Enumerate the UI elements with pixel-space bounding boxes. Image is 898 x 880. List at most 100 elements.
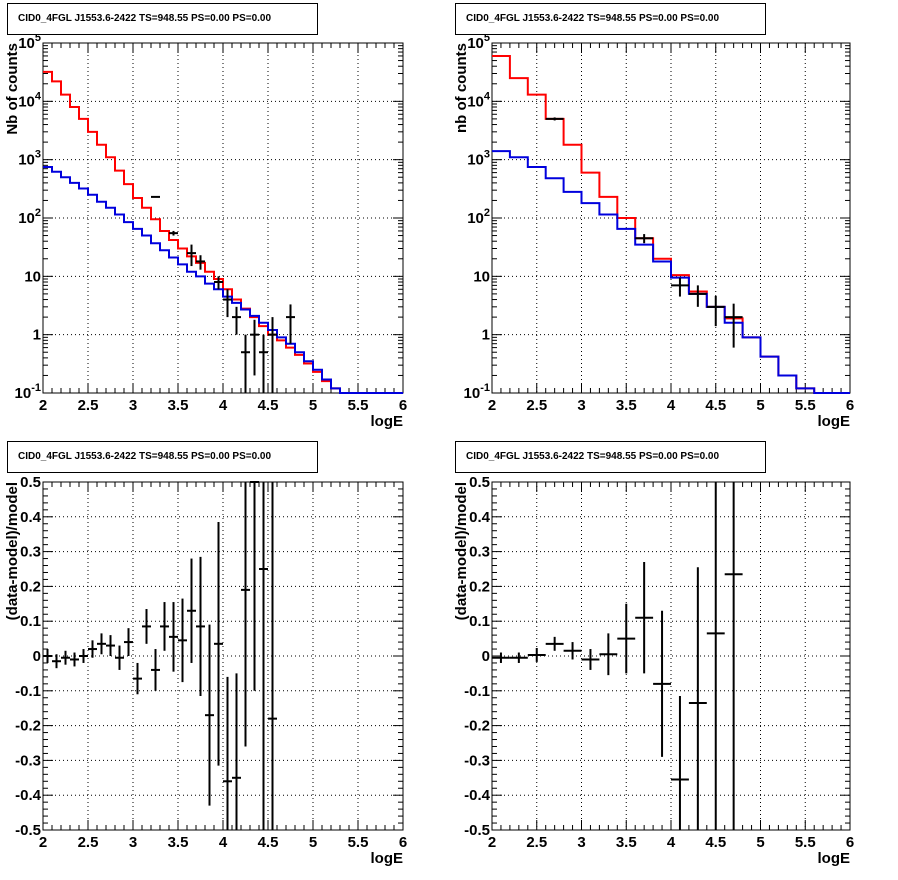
residual-point	[688, 567, 707, 830]
x-tick-label: 5.5	[348, 834, 369, 851]
y-tick-label: 104	[467, 90, 491, 110]
y-tick-label: 10-1	[464, 382, 490, 402]
y-tick-label: 0.1	[20, 613, 41, 630]
data-point	[169, 230, 178, 236]
residual-point	[115, 645, 124, 670]
residual-point	[124, 628, 133, 656]
y-tick-label: -0.2	[464, 718, 490, 735]
residual-point	[61, 650, 70, 665]
y-axis-label: (data-model)/model	[453, 482, 470, 620]
y-axis-label: nb of counts	[453, 43, 470, 133]
y-tick-label: 0.5	[469, 474, 490, 491]
y-tick-label: 0.3	[469, 544, 490, 561]
y-tick-label: 103	[467, 149, 490, 169]
chart-top-left: 2 2.5 3 3.5 4 4.5 5 5.5 6 10-1 1 10 102 103 104 105 logE…	[4, 32, 407, 430]
residual-point	[88, 640, 97, 658]
x-tick-label: 5	[309, 397, 317, 414]
x-tick-label: 2	[39, 397, 47, 414]
chart-bottom-left: 2 2.5 3 3.5 4 4.5 5 5.5 6 -0.5 -0.4 -0.3 -0.2 -0.1 0 0.…	[4, 474, 407, 867]
x-tick-label: 2.5	[78, 397, 99, 414]
y-tick-label: 1	[482, 327, 490, 344]
x-tick-label: 2	[488, 834, 496, 851]
y-tick-label: 10-1	[15, 382, 41, 402]
residual-point	[214, 522, 223, 766]
x-tick-label: 3	[577, 834, 585, 851]
y-tick-label: 105	[467, 32, 490, 52]
residual-point	[241, 482, 250, 747]
x-tick-label: 3.5	[168, 834, 189, 851]
residual-point	[205, 624, 214, 806]
residual-point	[196, 556, 205, 697]
y-tick-label: 102	[18, 207, 41, 227]
y-tick-label: -0.5	[464, 822, 490, 839]
x-tick-label: 5.5	[795, 397, 816, 414]
x-axis-label: logE	[818, 850, 851, 867]
data-point	[671, 277, 689, 297]
y-tick-label: 103	[18, 149, 41, 169]
residual-point	[653, 610, 671, 757]
data-point	[286, 304, 295, 344]
residual-point	[706, 482, 725, 830]
data-point	[259, 334, 268, 393]
residual-point	[635, 562, 654, 674]
residual-point	[724, 482, 743, 830]
x-tick-label: 4	[219, 834, 228, 851]
residual-point	[142, 609, 151, 644]
y-axis-label: (data-model)/model	[4, 482, 21, 620]
series-line	[43, 70, 403, 394]
y-tick-label: 0.2	[20, 578, 41, 595]
data-point	[214, 276, 223, 290]
y-tick-label: 0	[482, 648, 490, 665]
residual-point	[97, 633, 106, 655]
residual-point	[187, 558, 196, 663]
y-tick-label: -0.4	[15, 787, 42, 804]
data-point	[232, 306, 241, 335]
series-line	[492, 150, 850, 394]
x-tick-label: 3	[577, 397, 585, 414]
data-point	[688, 285, 707, 307]
residual-point	[563, 642, 582, 660]
data-point	[635, 234, 654, 244]
x-tick-label: 4.5	[258, 397, 279, 414]
y-axis-label: Nb of counts	[4, 43, 21, 135]
residual-point	[617, 603, 636, 674]
x-axis-label: logE	[371, 850, 404, 867]
x-tick-label: 4	[667, 834, 676, 851]
x-tick-label: 6	[846, 834, 854, 851]
data-point	[196, 255, 205, 270]
x-tick-label: 5.5	[795, 834, 816, 851]
chart-bottom-right: 2 2.5 3 3.5 4 4.5 5 5.5 6 -0.5 -0.4 -0.3 -0.2 -0.1 0 0.…	[453, 474, 854, 867]
chart-title: CID0_4FGL J1553.6-2422 TS=948.55 PS=0.00…	[7, 3, 318, 35]
x-tick-label: 4.5	[705, 834, 726, 851]
y-tick-label: -0.4	[464, 787, 491, 804]
y-tick-label: 104	[18, 90, 42, 110]
y-tick-label: -0.3	[15, 752, 41, 769]
x-tick-label: 2.5	[526, 834, 547, 851]
residual-point	[52, 654, 61, 669]
y-tick-label: 105	[18, 32, 41, 52]
y-tick-label: 0.4	[20, 509, 42, 526]
y-tick-label: 0.3	[20, 544, 41, 561]
pad-top-right: 2 2.5 3 3.5 4 4.5 5 5.5 6 10-1 1 10 102 103 104 105 logE…	[449, 0, 898, 437]
residual-point	[259, 482, 268, 830]
x-tick-label: 2.5	[78, 834, 99, 851]
y-tick-label: 0.4	[469, 509, 491, 526]
y-tick-label: 10	[473, 268, 490, 285]
x-tick-label: 6	[399, 834, 407, 851]
x-tick-label: 4.5	[705, 397, 726, 414]
x-tick-label: 6	[846, 397, 854, 414]
y-tick-label: 102	[467, 207, 490, 227]
x-tick-label: 4	[219, 397, 228, 414]
y-tick-label: -0.1	[464, 683, 490, 700]
residual-point	[70, 652, 79, 667]
residual-point	[671, 696, 689, 830]
data-point	[187, 244, 196, 267]
y-tick-label: 10	[24, 268, 41, 285]
x-tick-label: 4.5	[258, 834, 279, 851]
data-point	[706, 296, 725, 327]
y-tick-label: -0.2	[15, 718, 41, 735]
x-tick-label: 5	[309, 834, 317, 851]
x-tick-label: 5	[756, 397, 764, 414]
residual-point	[160, 602, 169, 651]
residual-point	[492, 652, 510, 663]
